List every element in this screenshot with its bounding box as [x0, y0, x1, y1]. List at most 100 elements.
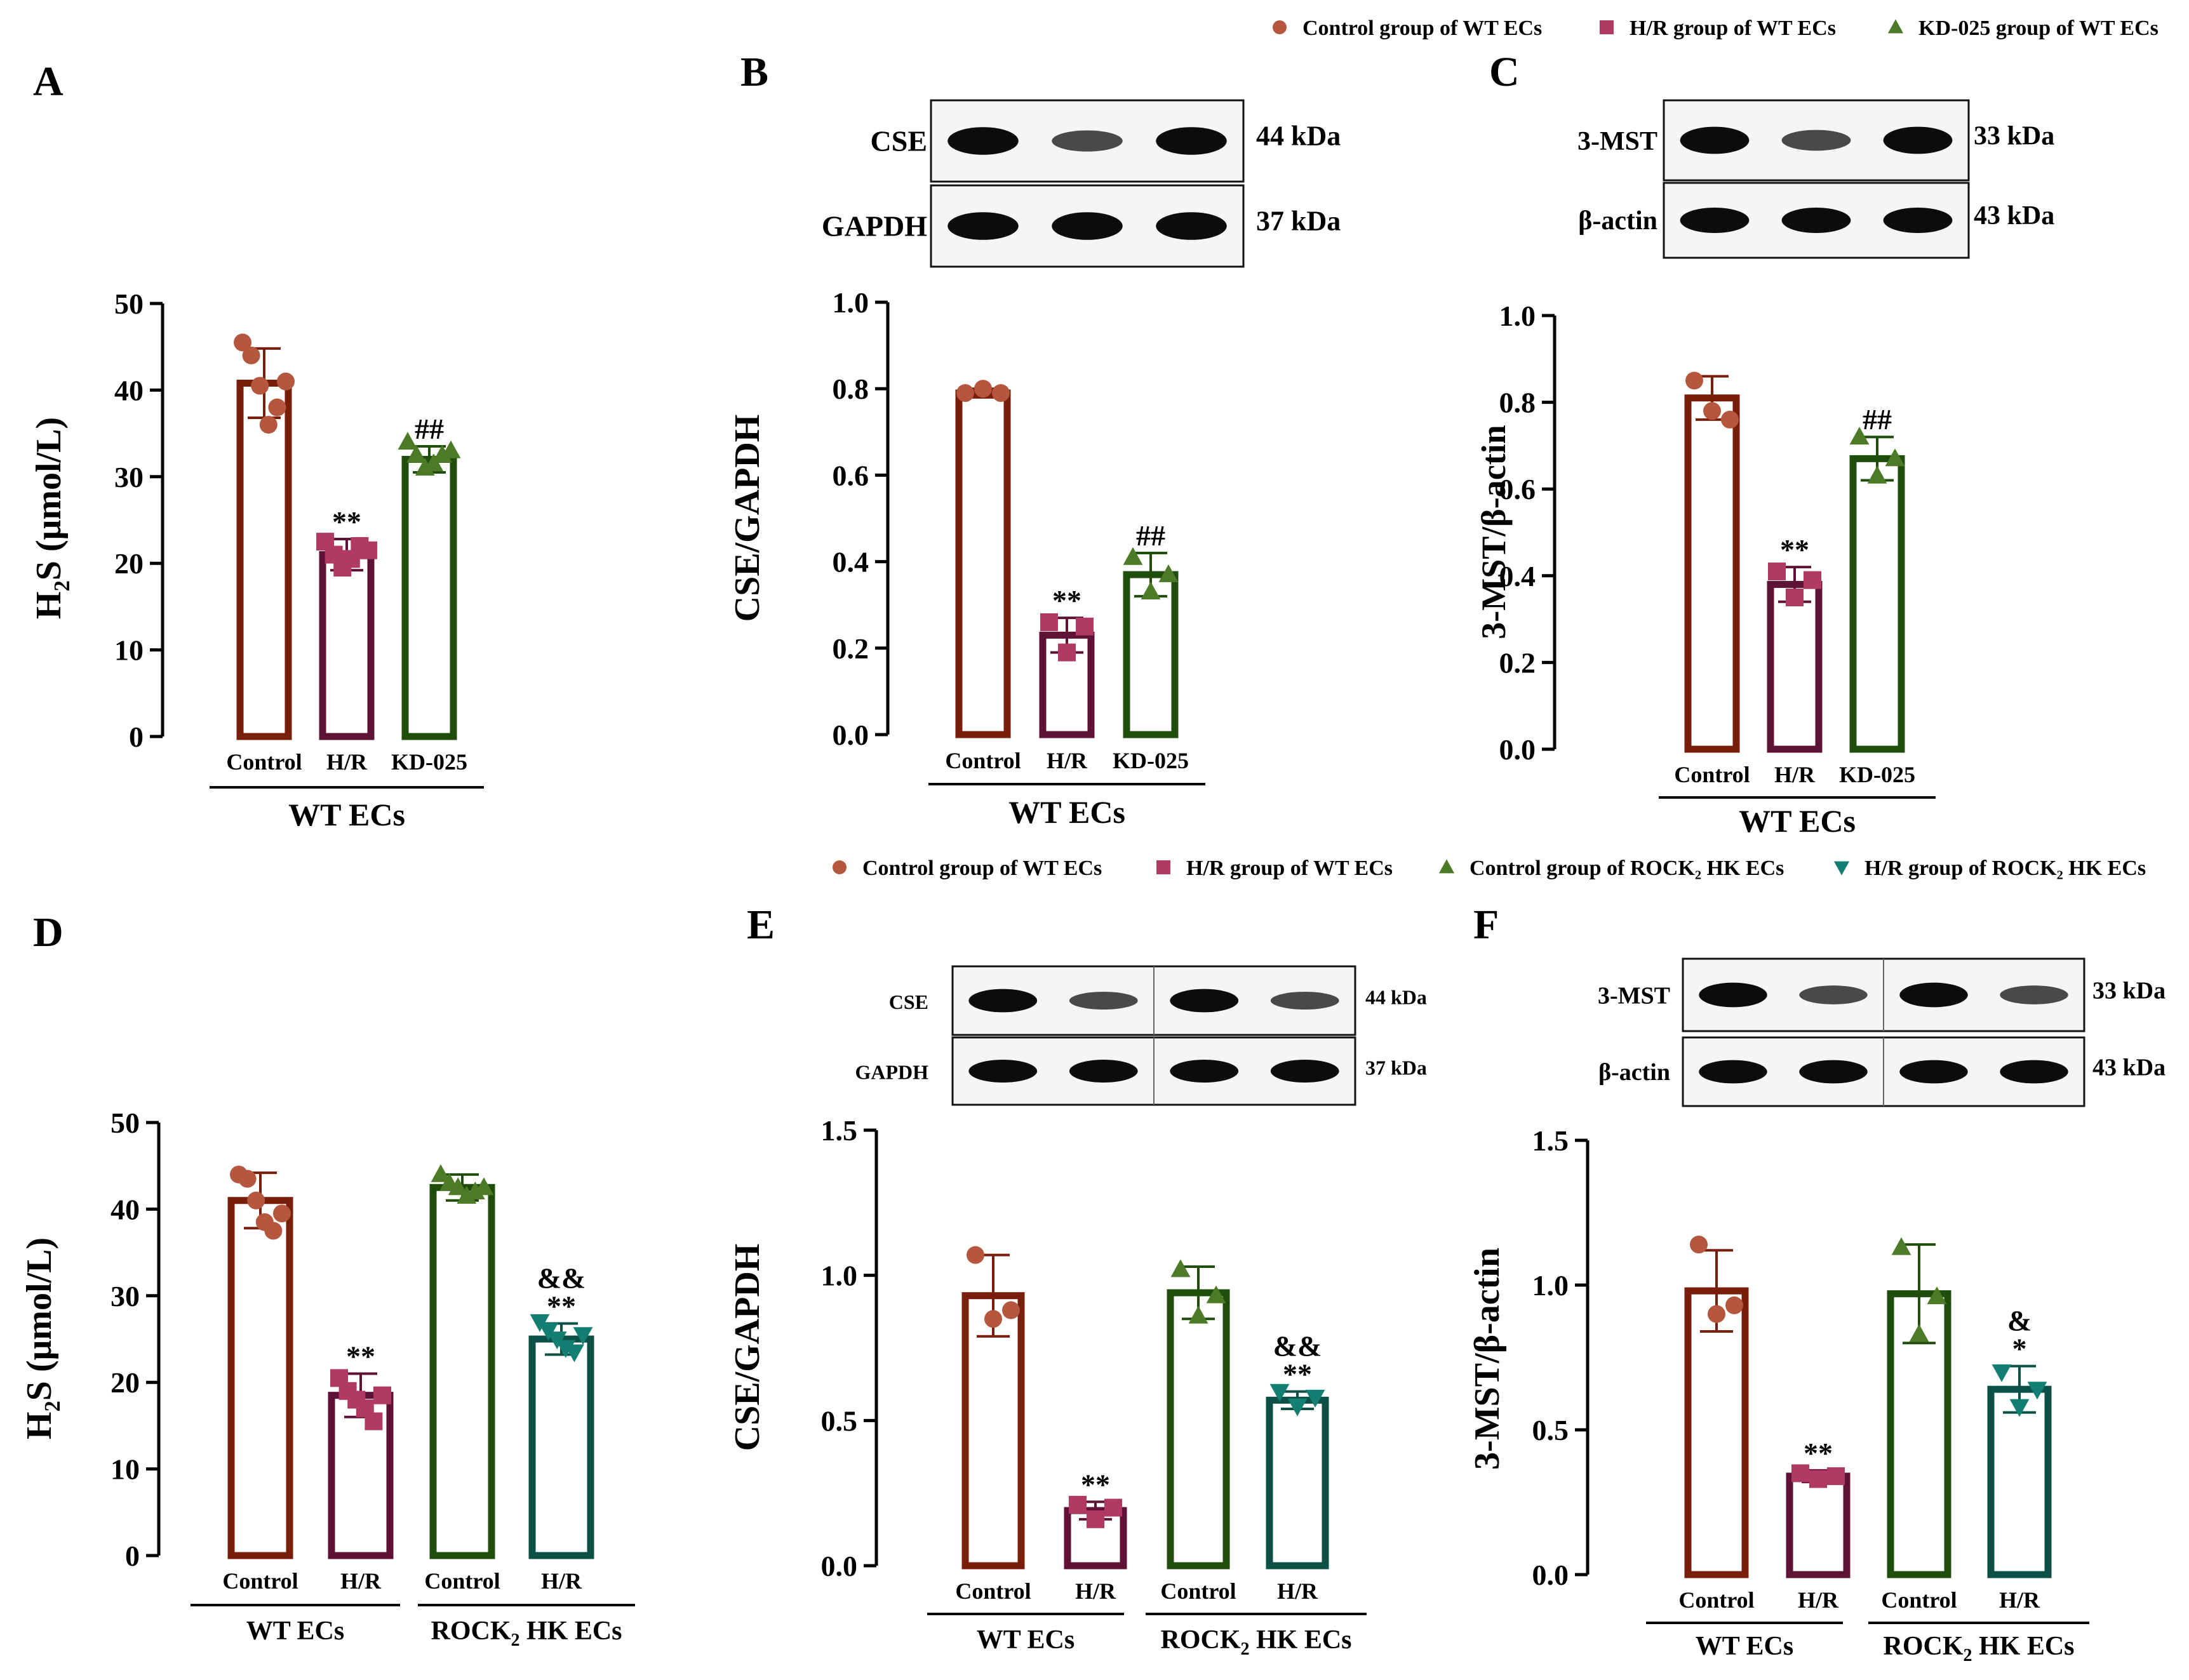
blot-band [1781, 207, 1851, 234]
bar-chart-F: 0.0 0.5 1.0 1.5 3-MST/β-actin Control ** H/R Con… [1468, 1124, 2089, 1665]
western-blot-F: 3-MST 33 kDa β-actin 43 kDa [1598, 957, 2166, 1107]
legend-top: Control group of WT ECs H/R group of WT E… [1273, 17, 2159, 40]
data-point [251, 377, 269, 395]
data-point [1891, 1237, 1911, 1255]
x-category-label: H/R [1075, 1578, 1116, 1604]
group-label: WT ECs [246, 1617, 344, 1646]
data-point [1141, 582, 1161, 600]
y-tick-label: 1.5 [821, 1114, 858, 1147]
data-point [234, 333, 251, 352]
significance-mark: && [537, 1262, 586, 1294]
legend-label: Control group of ROCK₂ HK ECs [1469, 857, 1784, 880]
significance-mark: ## [1863, 403, 1892, 436]
group-label: WT ECs [1008, 794, 1125, 830]
blot-band [1170, 989, 1239, 1013]
bar [1849, 455, 1905, 753]
data-point [992, 384, 1010, 403]
legend-marker-circle [833, 860, 847, 874]
x-category-label: Control [955, 1578, 1031, 1604]
data-point [1725, 1296, 1743, 1314]
data-point [406, 444, 426, 463]
blot-band [1680, 126, 1750, 154]
data-point [2027, 1382, 2047, 1400]
bar [1786, 1472, 1851, 1578]
bar [961, 1292, 1025, 1570]
x-category-label: H/R [1798, 1587, 1839, 1613]
legend-label: H/R group of WT ECs [1630, 17, 1836, 40]
y-tick-label: 10 [110, 1453, 140, 1486]
data-point [365, 1412, 383, 1430]
y-tick-label: 0.2 [833, 632, 869, 665]
y-tick-label: 0.0 [1532, 1559, 1569, 1591]
y-tick-label: 0.0 [1499, 733, 1536, 766]
data-point [259, 415, 278, 434]
y-tick-label: 1.5 [1532, 1124, 1569, 1157]
y-axis-label: H2S (μmol/L) [20, 1237, 65, 1439]
blot-protein-label: GAPDH [855, 1061, 928, 1084]
data-point [1269, 1383, 1290, 1402]
data-point [1685, 371, 1703, 390]
y-tick-label: 10 [114, 634, 144, 667]
data-point [1909, 1324, 1929, 1342]
blot-band [1170, 1059, 1239, 1083]
blot-protein-label: 3-MST [1577, 127, 1657, 156]
data-point [1885, 448, 1905, 467]
legend-label: Control group of WT ECs [1302, 17, 1542, 40]
blot-kda-label: 44 kDa [1256, 120, 1341, 151]
bar [1684, 1287, 1749, 1578]
group-label: WT ECs [288, 797, 405, 832]
data-point [474, 1177, 494, 1196]
y-tick-label: 0.8 [1499, 387, 1536, 419]
blot-kda-label: 43 kDa [1974, 201, 2054, 230]
group-label: WT ECs [977, 1625, 1074, 1655]
y-tick-label: 50 [110, 1107, 140, 1139]
legend-marker-triangle-down [1833, 861, 1850, 876]
bar [401, 456, 457, 740]
panel-letter-C: C [1489, 49, 1520, 95]
y-tick-label: 30 [114, 461, 144, 493]
panel-letter-D: D [33, 909, 64, 956]
data-point [398, 432, 418, 450]
blot-kda-label: 37 kDa [1365, 1056, 1427, 1079]
bar-chart-A: 0 10 20 30 40 50 H2S (μmol/L) Control ** H/R ## KD-… [29, 288, 484, 832]
y-tick-label: 0.2 [1499, 646, 1536, 679]
western-blot-C: 3-MST 33 kDa β-actin 43 kDa [1577, 99, 2054, 259]
blot-protein-label: GAPDH [822, 210, 927, 242]
data-point [1170, 1259, 1191, 1277]
y-tick-label: 50 [114, 288, 144, 320]
x-category-label: Control [1881, 1587, 1957, 1613]
data-point [1104, 1498, 1122, 1517]
x-category-label: Control [226, 749, 302, 775]
significance-mark: && [1273, 1330, 1322, 1363]
data-point [984, 1310, 1002, 1328]
blot-band [947, 212, 1019, 240]
significance-mark: ** [1804, 1437, 1833, 1469]
blot-band [1799, 1060, 1868, 1084]
data-point [264, 1222, 283, 1240]
legend-marker-square [1156, 860, 1170, 874]
y-tick-label: 0.6 [1499, 473, 1536, 505]
bar [528, 1335, 594, 1559]
blot-protein-label: CSE [871, 124, 927, 157]
blot-kda-label: 43 kDa [2092, 1054, 2166, 1081]
data-point [247, 1191, 265, 1210]
data-point [1804, 571, 1821, 589]
data-point [1849, 427, 1870, 445]
y-tick-label: 0.0 [821, 1550, 858, 1582]
panel-letter-B: B [740, 49, 768, 95]
data-point [1721, 410, 1739, 429]
legend-marker-circle [1273, 20, 1287, 34]
bar [319, 551, 375, 740]
blot-band [1699, 1060, 1767, 1084]
y-axis-label: CSE/GAPDH [728, 1244, 767, 1451]
blot-band [1699, 982, 1767, 1008]
data-point [1058, 643, 1076, 662]
blot-band [1883, 126, 1953, 154]
data-point [1287, 1398, 1308, 1417]
group-label: WT ECs [1696, 1632, 1793, 1661]
blot-band [2000, 985, 2068, 1004]
significance-mark: ** [1081, 1468, 1110, 1500]
x-category-label: Control [945, 748, 1021, 773]
